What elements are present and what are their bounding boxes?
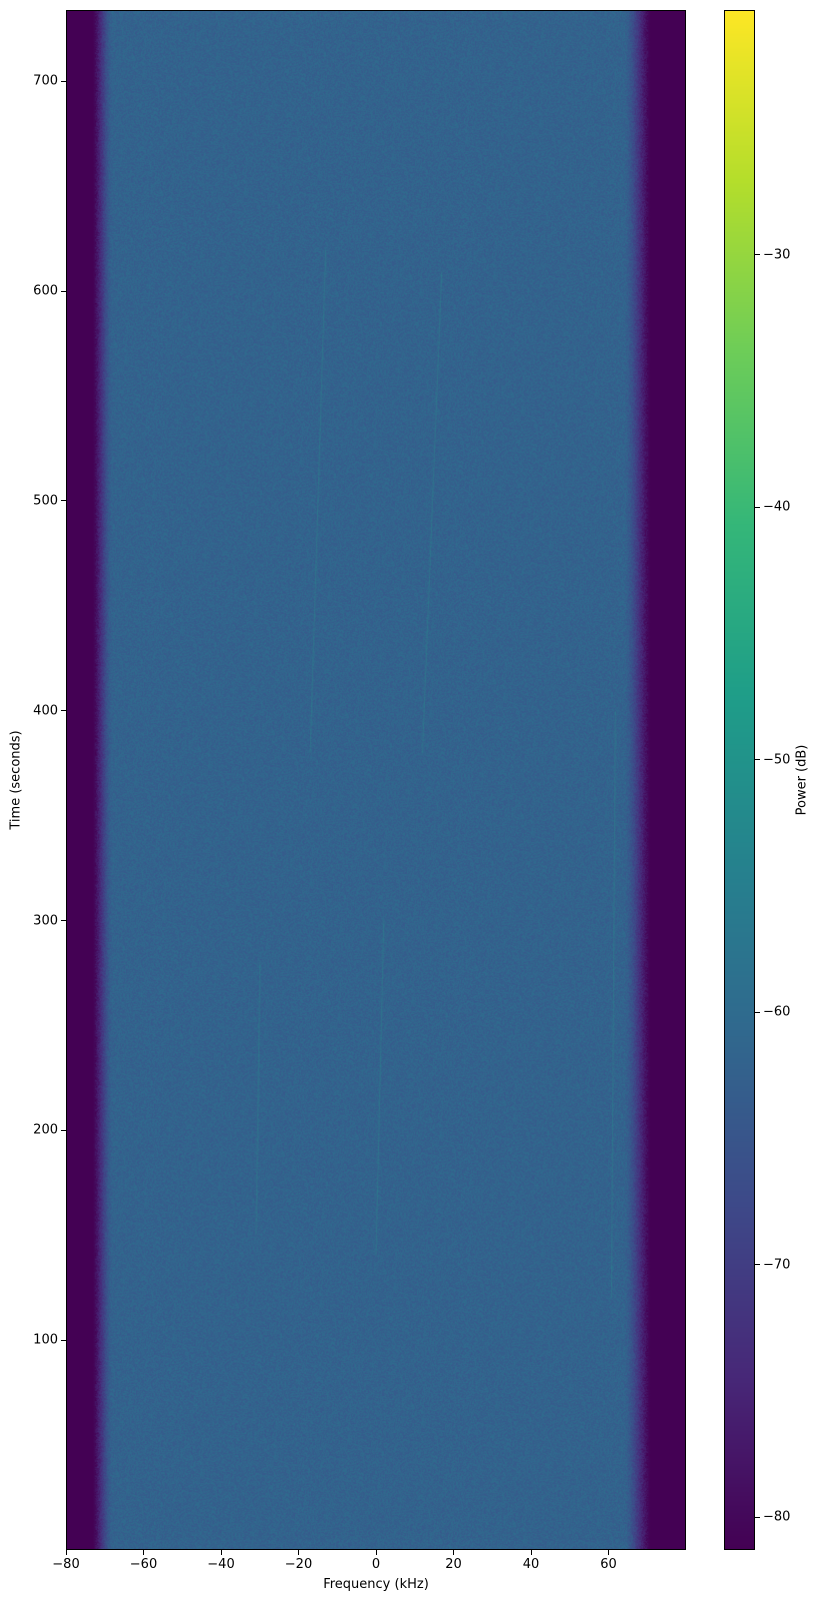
y-tick-label: 700 (33, 73, 58, 89)
x-tick-label: −60 (129, 1557, 158, 1572)
colorbar-tick-mark (755, 1516, 760, 1518)
x-tick-mark (375, 1550, 377, 1555)
y-tick-mark (61, 290, 66, 292)
x-tick-mark (65, 1550, 67, 1555)
x-tick-label: −20 (284, 1557, 313, 1572)
x-tick-label: −40 (207, 1557, 235, 1572)
spectrogram-heatmap (67, 11, 685, 1549)
x-tick-label: 0 (371, 1557, 381, 1572)
colorbar-tick-mark (755, 254, 760, 256)
y-tick-label: 400 (33, 703, 58, 719)
colorbar-tick-mark (755, 1264, 760, 1266)
x-tick-mark (298, 1550, 299, 1555)
y-tick-mark (61, 500, 66, 502)
y-tick-mark (61, 80, 66, 82)
y-axis-label: Time (seconds) (8, 730, 24, 830)
colorbar-tick-mark (755, 759, 760, 761)
x-axis-label: Frequency (kHz) (323, 1577, 429, 1592)
colorbar-tick-mark (755, 1011, 760, 1013)
colorbar-tick-label: −60 (763, 1004, 791, 1020)
y-tick-label: 100 (33, 1332, 58, 1348)
x-tick-mark (220, 1550, 222, 1555)
colorbar-gradient (725, 11, 754, 1549)
y-tick-label: 200 (33, 1122, 58, 1138)
colorbar-tick-label: −80 (763, 1509, 791, 1525)
x-tick-mark (143, 1550, 144, 1555)
x-tick-mark (453, 1550, 454, 1555)
y-tick-mark (61, 710, 66, 712)
y-tick-mark (61, 1339, 66, 1341)
x-tick-label: 60 (600, 1557, 617, 1572)
x-tick-mark (608, 1550, 609, 1555)
y-tick-mark (61, 920, 66, 922)
spectrogram-plot-area (66, 10, 686, 1550)
x-tick-mark (530, 1550, 532, 1555)
colorbar-tick-label: −50 (763, 752, 791, 768)
x-tick-label: 20 (445, 1557, 462, 1572)
y-tick-label: 500 (33, 493, 58, 509)
colorbar-label: Power (dB) (794, 744, 810, 816)
colorbar-tick-label: −70 (763, 1257, 791, 1273)
x-tick-label: 40 (522, 1557, 540, 1572)
x-tick-label: −80 (52, 1557, 80, 1572)
colorbar-tick-mark (755, 506, 760, 508)
colorbar-tick-label: −30 (763, 247, 791, 263)
colorbar-tick-label: −40 (763, 499, 791, 515)
y-tick-label: 600 (33, 283, 58, 299)
y-tick-label: 300 (33, 913, 58, 929)
colorbar (724, 10, 755, 1550)
y-tick-mark (61, 1129, 66, 1131)
